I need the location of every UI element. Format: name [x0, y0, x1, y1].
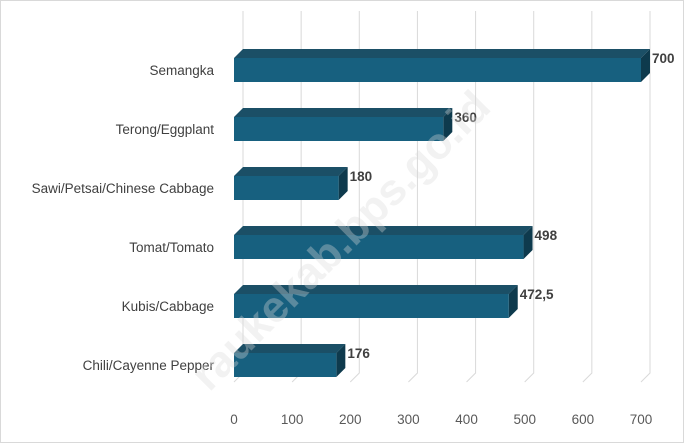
category-label: Tomat/Tomato: [129, 240, 214, 255]
x-tick-labels: 0 100 200 300 400 500 600 700: [230, 412, 652, 427]
gridline-700: [640, 11, 651, 383]
bar-side-face: [641, 49, 650, 82]
bar-top-face: [234, 344, 346, 353]
bar: [234, 167, 348, 200]
x-tick-label: 700: [630, 412, 653, 427]
bar-side-face: [443, 108, 453, 141]
bar: [234, 344, 346, 377]
x-tick-label: 100: [281, 412, 304, 427]
bar: [234, 108, 453, 141]
bar: [234, 285, 518, 318]
x-tick-label: 300: [397, 412, 420, 427]
x-tick-label: 0: [230, 412, 238, 427]
x-tick-label: 600: [572, 412, 595, 427]
bar-side-face: [523, 226, 533, 259]
bars: [234, 49, 650, 377]
data-label: 700: [652, 51, 675, 66]
data-label: 176: [347, 346, 370, 361]
bar-top-face: [234, 285, 518, 294]
data-labels: 700 360 180 498 472,5 176: [347, 51, 674, 361]
data-label: 498: [535, 228, 558, 243]
bar-top-face: [234, 108, 453, 117]
bar-side-face: [336, 344, 346, 377]
category-labels: Semangka Terong/Eggplant Sawi/Petsai/Chine…: [32, 63, 215, 373]
gridline-600: [582, 11, 593, 383]
x-tick-label: 500: [513, 412, 536, 427]
bar-front-face: [234, 117, 444, 141]
bar-front-face: [234, 58, 641, 82]
bar-side-face: [338, 167, 348, 200]
x-tick-label: 400: [455, 412, 478, 427]
category-label: Kubis/Cabbage: [122, 299, 214, 314]
bar-top-face: [234, 49, 650, 58]
gridline-500: [524, 11, 535, 383]
category-label: Terong/Eggplant: [116, 122, 215, 137]
bar: [234, 226, 533, 259]
bar-front-face: [234, 235, 524, 259]
bar: [234, 49, 650, 82]
bar-top-face: [234, 226, 533, 235]
data-label: 360: [454, 110, 477, 125]
category-label: Sawi/Petsai/Chinese Cabbage: [32, 181, 214, 196]
bar-front-face: [234, 353, 337, 377]
x-tick-label: 200: [339, 412, 362, 427]
gridline-400: [466, 11, 477, 383]
bar-side-face: [508, 285, 518, 318]
bar-top-face: [234, 167, 348, 176]
category-label: Chili/Cayenne Pepper: [83, 358, 215, 373]
category-label: Semangka: [149, 63, 214, 78]
bar-front-face: [234, 294, 509, 318]
data-label: 472,5: [520, 287, 554, 302]
bar-front-face: [234, 176, 339, 200]
data-label: 180: [350, 169, 373, 184]
